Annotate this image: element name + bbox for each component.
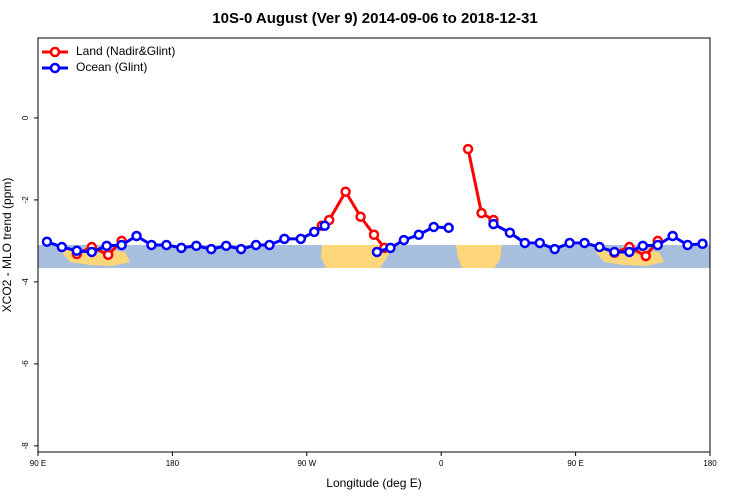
data-point — [264, 239, 275, 251]
data-point — [443, 222, 454, 234]
data-point — [398, 234, 410, 246]
data-point — [101, 240, 112, 252]
data-point — [462, 143, 474, 155]
data-point — [220, 240, 232, 252]
x-tick-label: 90 W — [297, 459, 316, 468]
data-point — [640, 250, 652, 262]
data-point — [609, 246, 620, 258]
series-line — [613, 239, 659, 258]
legend-marker — [49, 46, 61, 58]
legend-label: Land (Nadir&Glint) — [76, 44, 175, 58]
data-point — [385, 242, 396, 254]
data-point — [428, 221, 439, 233]
x-tick-label: 180 — [703, 459, 717, 468]
data-point — [667, 230, 678, 242]
x-axis-label: Longitude (deg E) — [326, 476, 421, 490]
data-point — [191, 240, 202, 252]
data-point — [116, 239, 127, 251]
x-tick-label: 180 — [166, 459, 180, 468]
data-point — [682, 239, 693, 251]
y-tick-label: -8 — [21, 442, 30, 450]
data-point — [279, 233, 290, 245]
chart-title: 10S-0 August (Ver 9) 2014-09-06 to 2018-… — [212, 10, 537, 27]
data-point — [295, 233, 307, 245]
data-point — [371, 246, 383, 258]
y-tick-label: -6 — [21, 360, 30, 368]
data-point — [319, 220, 330, 231]
y-tick-label: 0 — [21, 115, 30, 120]
data-point — [235, 243, 247, 255]
plot-frame — [37, 37, 711, 453]
data-point — [86, 246, 98, 258]
data-point — [309, 226, 320, 238]
y-axis-label: XCO2 - MLO trend (ppm) — [0, 178, 14, 313]
data-point — [146, 239, 157, 251]
data-point — [71, 245, 83, 256]
data-point — [534, 237, 546, 249]
data-point — [368, 229, 380, 241]
y-tick-label: -2 — [21, 196, 30, 204]
data-point — [519, 237, 531, 249]
data-point — [697, 238, 708, 250]
data-point — [176, 242, 187, 254]
data-point — [549, 243, 560, 255]
x-tick-label: 0 — [439, 459, 444, 468]
data-point — [637, 240, 649, 252]
data-point — [131, 230, 142, 242]
data-point — [624, 246, 635, 258]
data-point — [161, 239, 172, 251]
data-point — [355, 211, 366, 222]
data-point — [413, 229, 425, 241]
x-tick-label: 90 E — [30, 459, 46, 468]
y-tick-label: -4 — [21, 278, 30, 286]
data-point — [41, 236, 53, 247]
data-point — [488, 218, 499, 230]
data-point — [652, 239, 663, 251]
data-point — [56, 241, 68, 253]
legend-label: Ocean (Glint) — [76, 60, 147, 74]
data-point — [504, 227, 516, 238]
data-point — [476, 207, 487, 219]
legend-marker — [49, 62, 61, 74]
data-point — [579, 237, 590, 249]
data-point — [250, 239, 262, 251]
data-point — [594, 241, 605, 253]
data-point — [102, 249, 114, 261]
data-point — [205, 243, 217, 255]
x-tick-label: 90 E — [567, 459, 583, 468]
data-point — [564, 237, 575, 249]
data-point — [340, 186, 351, 197]
